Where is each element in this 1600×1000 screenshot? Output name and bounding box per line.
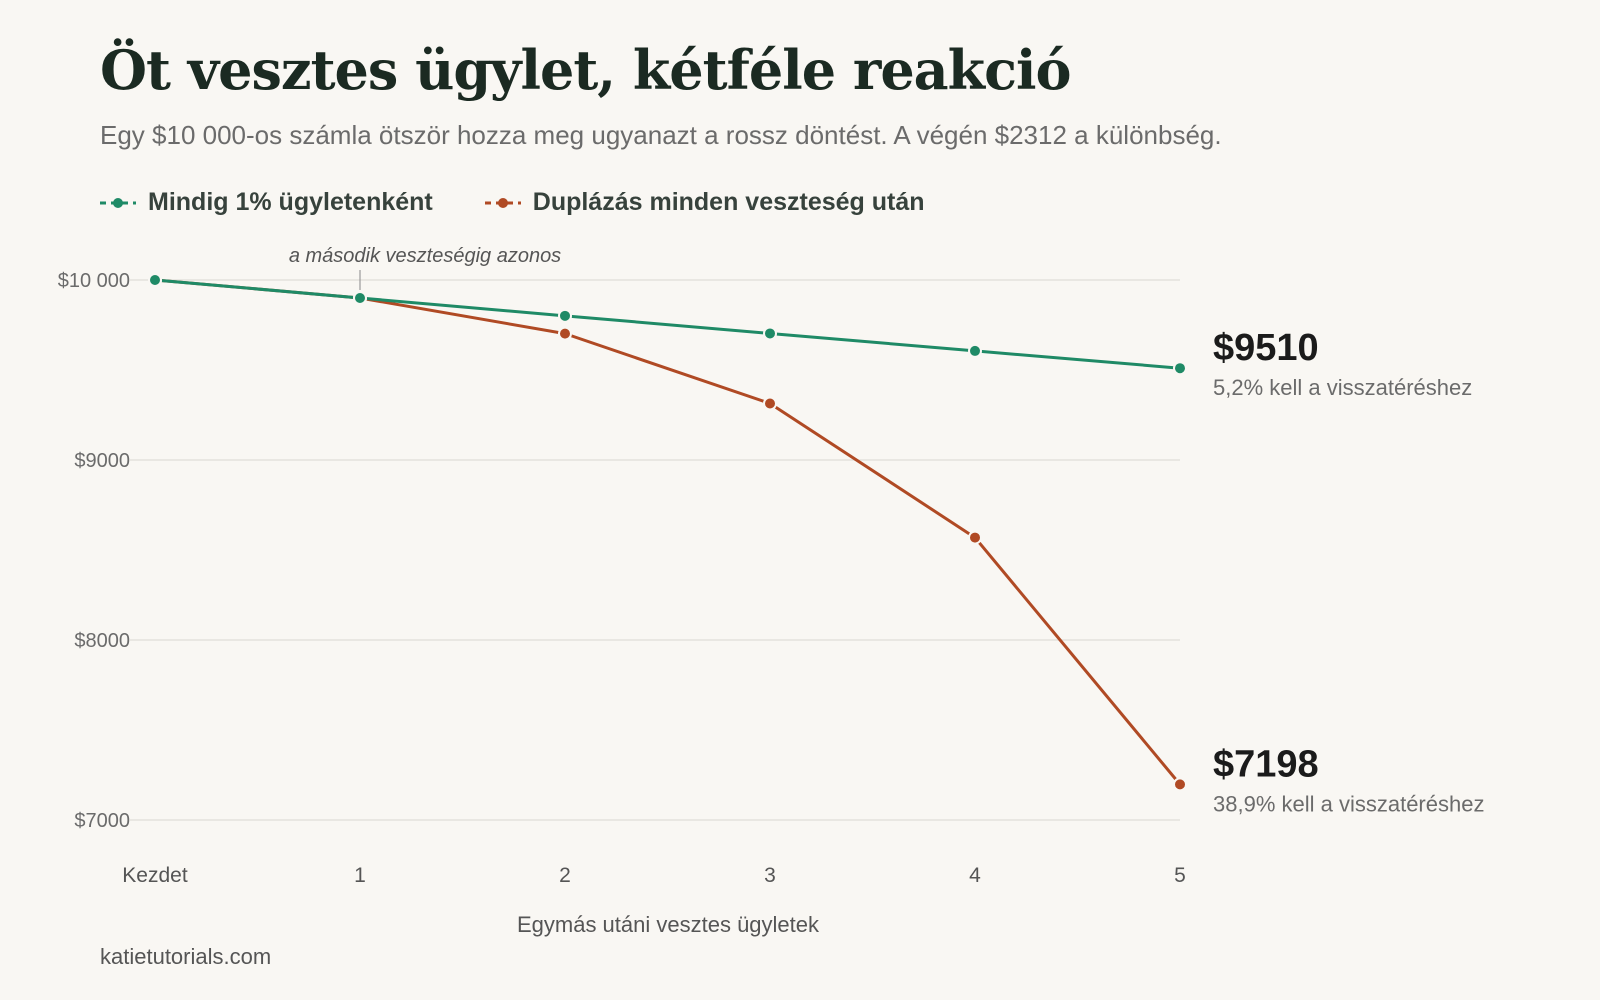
- data-point-doubling: [968, 530, 982, 545]
- legend-label-doubling: Duplázás minden veszteség után: [532, 188, 925, 216]
- legend-label-steady: Mindig 1% ügyletenként: [148, 188, 433, 216]
- x-tick-label: 2: [559, 864, 571, 887]
- legend-item-doubling: Duplázás minden veszteség után: [484, 188, 925, 217]
- source-credit: katietutorials.com: [100, 944, 272, 969]
- y-tick-label: $8000: [74, 630, 130, 652]
- x-tick-label: 4: [969, 864, 981, 887]
- x-tick-label: Kezdet: [122, 864, 188, 887]
- end-value-doubling: $7198: [1213, 743, 1319, 785]
- chart-subtitle: Egy $10 000-os számla ötször hozza meg u…: [100, 120, 1222, 150]
- legend-item-steady: Mindig 1% ügyletenként: [100, 188, 433, 217]
- x-axis-title: Egymás utáni vesztes ügyletek: [517, 912, 820, 937]
- data-point-doubling: [558, 326, 572, 341]
- end-note-steady: 5,2% kell a visszatéréshez: [1213, 375, 1472, 400]
- annotation-text: a második veszteségig azonos: [289, 245, 561, 267]
- end-value-steady: $9510: [1213, 327, 1319, 369]
- y-tick-label: $9000: [74, 450, 130, 472]
- legend: Mindig 1% ügyletenként Duplázás minden v…: [100, 188, 925, 217]
- data-point-doubling: [1173, 777, 1187, 792]
- data-point-steady: [763, 326, 777, 341]
- y-tick-label: $10 000: [58, 270, 130, 292]
- end-note-doubling: 38,9% kell a visszatéréshez: [1213, 791, 1484, 816]
- data-point-doubling: [763, 396, 777, 411]
- data-point-steady: [968, 343, 982, 358]
- x-tick-label: 3: [764, 864, 776, 887]
- data-point-steady: [148, 273, 162, 287]
- series-line-steady: [154, 278, 1181, 370]
- x-tick-label: 5: [1174, 864, 1186, 887]
- y-tick-label: $7000: [74, 810, 130, 832]
- legend-swatch-steady: [100, 197, 136, 208]
- data-point-steady: [558, 308, 572, 323]
- data-point-steady: [1173, 361, 1187, 376]
- chart-title: Öt vesztes ügylet, kétféle reakció: [100, 38, 1071, 102]
- x-tick-label: 1: [354, 864, 366, 887]
- data-point-steady: [353, 291, 367, 305]
- legend-swatch-doubling: [484, 197, 521, 208]
